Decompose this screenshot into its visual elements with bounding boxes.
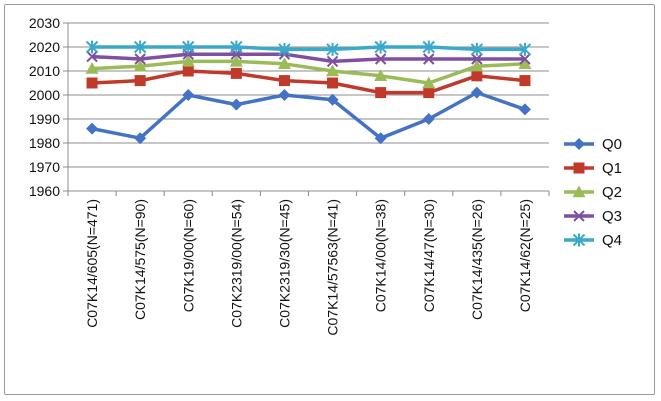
data-point-q2	[229, 54, 243, 67]
data-point-q4	[85, 40, 99, 54]
data-point-q3	[519, 53, 531, 65]
data-point-q0	[518, 103, 531, 116]
y-tick-label: 2010	[29, 63, 60, 79]
data-point-q2	[181, 54, 195, 67]
data-point-q1	[471, 70, 483, 82]
series-line-q1	[91, 69, 526, 95]
data-point-q0	[470, 86, 483, 99]
x-category-label: C07K14/62(N=25)	[517, 199, 533, 312]
data-point-q3	[134, 53, 146, 65]
legend-label-q3: Q3	[602, 208, 622, 225]
data-point-q2	[133, 59, 147, 72]
legend-label-q0: Q0	[602, 136, 622, 153]
data-point-q4	[230, 40, 243, 54]
legend-marker-q1	[573, 162, 585, 174]
data-point-q0	[86, 122, 99, 135]
y-tick-label: 2000	[29, 87, 60, 103]
data-point-q1	[278, 75, 290, 87]
data-point-q0	[374, 132, 387, 145]
legend-marker-q0	[573, 138, 585, 150]
series-line-q0	[91, 90, 526, 140]
data-point-q4	[278, 42, 291, 56]
data-point-q4	[133, 40, 147, 54]
y-tick-label: 1990	[29, 111, 60, 127]
legend-label-q2: Q2	[602, 184, 622, 201]
data-point-q4	[326, 42, 339, 56]
data-point-q2	[518, 57, 532, 69]
data-point-q1	[230, 67, 242, 79]
data-point-q0	[326, 93, 339, 106]
data-point-q4	[182, 40, 195, 54]
data-point-q4	[374, 40, 387, 54]
data-point-q4	[470, 42, 484, 56]
data-point-q1	[519, 75, 531, 87]
legend-marker-q3	[573, 210, 585, 222]
x-category-label: C07K2319/00(N=54)	[228, 199, 244, 328]
x-category-label: C07K14/575(N=90)	[132, 199, 148, 320]
y-tick-label: 2020	[29, 39, 60, 55]
legend-marker-q2	[572, 185, 586, 198]
legend-label-q1: Q1	[602, 160, 622, 177]
data-point-q3	[471, 53, 483, 65]
data-point-q1	[86, 77, 98, 89]
data-point-q1	[327, 77, 339, 89]
legend-marker-q4	[572, 233, 586, 247]
data-point-q3	[423, 53, 435, 65]
data-point-q0	[278, 89, 291, 101]
x-category-label: C07K14/435(N=26)	[469, 199, 485, 320]
data-point-q3	[326, 55, 339, 68]
y-tick-label: 1970	[29, 159, 60, 175]
data-point-q2	[85, 62, 99, 74]
series-line-q2	[91, 59, 526, 85]
y-tick-label: 1980	[29, 135, 60, 151]
legend-label-q4: Q4	[602, 232, 622, 249]
series-line-q4	[92, 45, 525, 52]
data-point-q2	[277, 57, 291, 69]
data-point-q1	[182, 65, 194, 77]
data-point-q2	[374, 69, 388, 81]
data-point-q0	[230, 98, 243, 111]
data-point-q0	[182, 89, 195, 101]
data-point-q1	[423, 87, 435, 99]
y-tick-label: 1960	[29, 183, 60, 199]
data-point-q3	[374, 53, 387, 65]
data-point-q3	[86, 50, 98, 63]
data-point-q2	[422, 76, 436, 89]
data-point-q2	[326, 64, 340, 77]
data-point-q4	[422, 40, 435, 54]
data-point-q1	[375, 87, 387, 99]
x-category-label: C07K14/57563(N=41)	[325, 199, 341, 336]
series-line-q3	[91, 52, 525, 64]
x-category-label: C07K19/00(N=60)	[180, 199, 196, 312]
data-point-q2	[470, 59, 484, 72]
data-point-q0	[134, 132, 147, 145]
data-point-q0	[422, 113, 435, 125]
x-category-label: C07K14/00(N=38)	[373, 199, 389, 312]
data-point-q4	[518, 42, 532, 56]
data-point-q1	[134, 75, 146, 87]
y-tick-label: 2030	[29, 15, 60, 31]
x-category-label: C07K14/47(N=30)	[421, 199, 437, 312]
x-category-label: C07K14/605(N=471)	[84, 199, 100, 328]
x-category-label: C07K2319/30(N=45)	[276, 199, 292, 328]
